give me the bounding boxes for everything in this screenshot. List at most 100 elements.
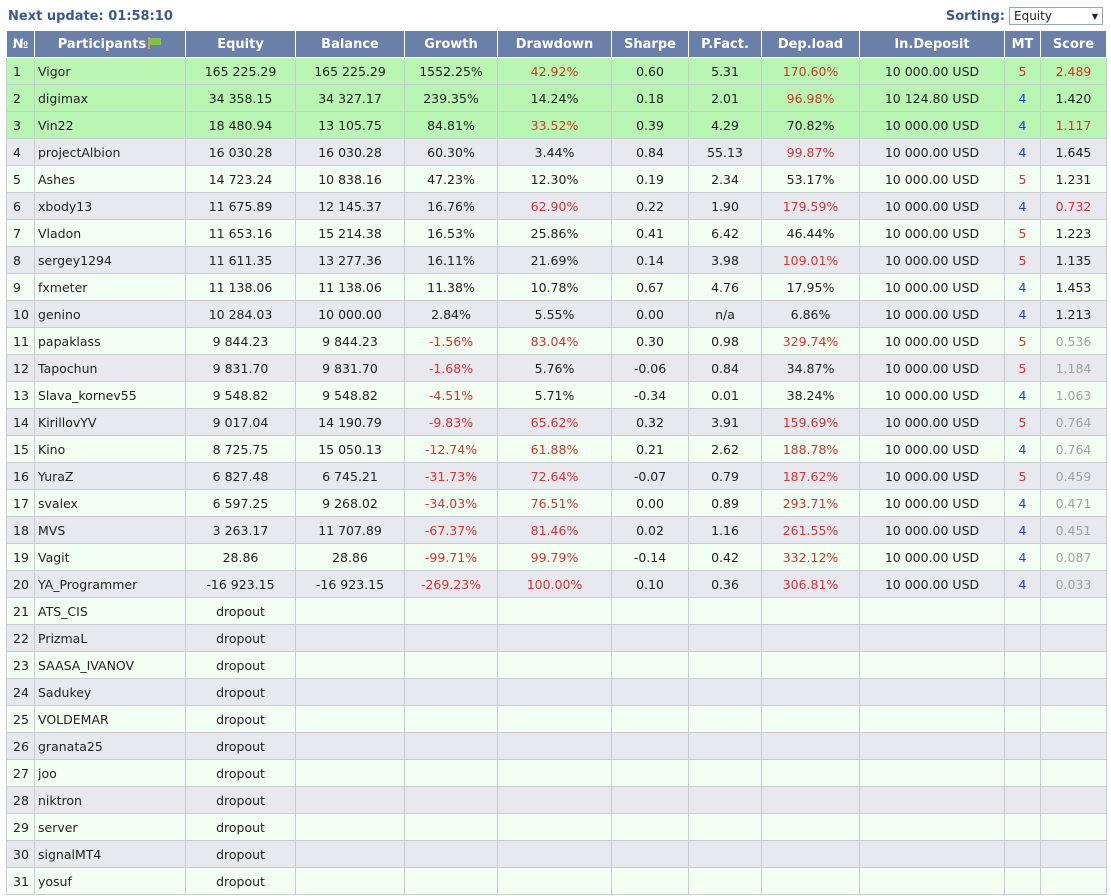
profit-factor-cell: 3.91 (688, 408, 762, 436)
participant-name[interactable]: joo (34, 759, 186, 787)
participant-name[interactable]: ATS_CIS (34, 597, 186, 625)
table-row[interactable]: 29 server dropout (6, 813, 1107, 841)
table-row[interactable]: 16 YuraZ 6 827.48 6 745.21 -31.73% 72.64% -0.0… (6, 462, 1107, 490)
column-header-sharpe[interactable]: Sharpe (611, 30, 689, 58)
table-row[interactable]: 9 fxmeter 11 138.06 11 138.06 11.38% 10.78% 0.… (6, 273, 1107, 301)
participant-name[interactable]: projectAlbion (34, 138, 186, 166)
table-row[interactable]: 2 digimax 34 358.15 34 327.17 239.35% 14.24% 0… (6, 84, 1107, 112)
column-header-equity[interactable]: Equity (185, 30, 296, 58)
table-row[interactable]: 24 Sadukey dropout (6, 678, 1107, 706)
table-row[interactable]: 4 projectAlbion 16 030.28 16 030.28 60.30% 3.… (6, 138, 1107, 166)
table-row[interactable]: 5 Ashes 14 723.24 10 838.16 47.23% 12.30% 0.19… (6, 165, 1107, 193)
table-row[interactable]: 11 papaklass 9 844.23 9 844.23 -1.56% 83.04% 0… (6, 327, 1107, 355)
table-row[interactable]: 13 Slava_kornev55 9 548.82 9 548.82 -4.51% 5.… (6, 381, 1107, 409)
table-row[interactable]: 14 KirillovYV 9 017.04 14 190.79 -9.83% 65.62… (6, 408, 1107, 436)
drawdown-cell (497, 624, 612, 652)
sharpe-cell: 0.14 (611, 246, 689, 274)
participant-name[interactable]: papaklass (34, 327, 186, 355)
column-header-mt[interactable]: MT (1004, 30, 1041, 58)
table-row[interactable]: 10 genino 10 284.03 10 000.00 2.84% 5.55% 0.00… (6, 300, 1107, 328)
participant-name[interactable]: MVS (34, 516, 186, 544)
table-row[interactable]: 7 Vladon 11 653.16 15 214.38 16.53% 25.86% 0.4… (6, 219, 1107, 247)
table-row[interactable]: 21 ATS_CIS dropout (6, 597, 1107, 625)
participant-name[interactable]: YuraZ (34, 462, 186, 490)
participant-name[interactable]: sergey1294 (34, 246, 186, 274)
participant-name[interactable]: Slava_kornev55 (34, 381, 186, 409)
participant-name[interactable]: VOLDEMAR (34, 705, 186, 733)
growth-cell (404, 867, 498, 895)
table-row[interactable]: 3 Vin22 18 480.94 13 105.75 84.81% 33.52% 0.39… (6, 111, 1107, 139)
participant-name[interactable]: Vladon (34, 219, 186, 247)
participant-name[interactable]: svalex (34, 489, 186, 517)
column-header-drawdown[interactable]: Drawdown (497, 30, 612, 58)
profit-factor-cell (688, 732, 762, 760)
participant-name[interactable]: KirillovYV (34, 408, 186, 436)
table-row[interactable]: 6 xbody13 11 675.89 12 145.37 16.76% 62.90% 0.… (6, 192, 1107, 220)
participant-name[interactable]: Ashes (34, 165, 186, 193)
drawdown-cell: 42.92% (497, 57, 612, 85)
mt-cell: 5 (1004, 57, 1041, 85)
participant-name[interactable]: niktron (34, 786, 186, 814)
equity-cell: 6 827.48 (185, 462, 296, 490)
rank-cell: 27 (6, 759, 35, 787)
sorting-select[interactable]: Equity ▼ (1009, 7, 1103, 25)
participant-name[interactable]: server (34, 813, 186, 841)
deposit-load-cell: 306.81% (761, 570, 860, 598)
initial-deposit-cell: 10 000.00 USD (859, 246, 1005, 274)
column-header-balance[interactable]: Balance (295, 30, 405, 58)
table-row[interactable]: 23 SAASA_IVANOV dropout (6, 651, 1107, 679)
table-row[interactable]: 8 sergey1294 11 611.35 13 277.36 16.11% 21.69… (6, 246, 1107, 274)
table-row[interactable]: 18 MVS 3 263.17 11 707.89 -67.37% 81.46% 0.02 1… (6, 516, 1107, 544)
column-header-profit-factor[interactable]: P.Fact. (688, 30, 762, 58)
table-row[interactable]: 15 Kino 8 725.75 15 050.13 -12.74% 61.88% 0.21… (6, 435, 1107, 463)
rank-cell: 5 (6, 165, 35, 193)
participant-name[interactable]: fxmeter (34, 273, 186, 301)
top-bar: Next update: 01:58:10 Sorting: Equity ▼ (0, 0, 1111, 30)
column-header-score[interactable]: Score (1040, 30, 1107, 58)
participant-name[interactable]: PrizmaL (34, 624, 186, 652)
deposit-load-cell: 261.55% (761, 516, 860, 544)
table-row[interactable]: 17 svalex 6 597.25 9 268.02 -34.03% 76.51% 0.0… (6, 489, 1107, 517)
table-row[interactable]: 27 joo dropout (6, 759, 1107, 787)
column-header-number[interactable]: № (6, 30, 35, 58)
table-row[interactable]: 19 Vagit 28.86 28.86 -99.71% 99.79% -0.14 0.42 3… (6, 543, 1107, 571)
column-header-initial-deposit[interactable]: In.Deposit (859, 30, 1005, 58)
equity-cell: 11 653.16 (185, 219, 296, 247)
participant-name[interactable]: signalMT4 (34, 840, 186, 868)
participant-name[interactable]: Vin22 (34, 111, 186, 139)
table-row[interactable]: 26 granata25 dropout (6, 732, 1107, 760)
table-row[interactable]: 20 YA_Programmer -16 923.15 -16 923.15 -269.… (6, 570, 1107, 598)
participant-name[interactable]: Tapochun (34, 354, 186, 382)
participant-name[interactable]: Vigor (34, 57, 186, 85)
participant-name[interactable]: xbody13 (34, 192, 186, 220)
growth-cell: -34.03% (404, 489, 498, 517)
column-header-growth[interactable]: Growth (404, 30, 498, 58)
column-header-deposit-load[interactable]: Dep.load (761, 30, 860, 58)
equity-cell: dropout (185, 678, 296, 706)
participant-name[interactable]: granata25 (34, 732, 186, 760)
table-row[interactable]: 22 PrizmaL dropout (6, 624, 1107, 652)
table-row[interactable]: 12 Tapochun 9 831.70 9 831.70 -1.68% 5.76% -0.… (6, 354, 1107, 382)
equity-cell: 14 723.24 (185, 165, 296, 193)
drawdown-cell: 10.78% (497, 273, 612, 301)
table-row[interactable]: 31 yosuf dropout (6, 867, 1107, 895)
participant-name[interactable]: genino (34, 300, 186, 328)
participant-name[interactable]: Sadukey (34, 678, 186, 706)
table-row[interactable]: 25 VOLDEMAR dropout (6, 705, 1107, 733)
drawdown-cell: 33.52% (497, 111, 612, 139)
deposit-load-cell (761, 597, 860, 625)
mt-cell: 4 (1004, 273, 1041, 301)
table-row[interactable]: 1 Vigor 165 225.29 165 225.29 1552.25% 42.92%… (6, 57, 1107, 85)
participant-name[interactable]: Vagit (34, 543, 186, 571)
table-row[interactable]: 30 signalMT4 dropout (6, 840, 1107, 868)
column-header-participants[interactable]: Participants (34, 30, 186, 58)
growth-cell (404, 759, 498, 787)
sorting-selected-value: Equity (1014, 9, 1052, 23)
participant-name[interactable]: yosuf (34, 867, 186, 895)
table-row[interactable]: 28 niktron dropout (6, 786, 1107, 814)
drawdown-cell: 81.46% (497, 516, 612, 544)
participant-name[interactable]: SAASA_IVANOV (34, 651, 186, 679)
participant-name[interactable]: Kino (34, 435, 186, 463)
participant-name[interactable]: digimax (34, 84, 186, 112)
participant-name[interactable]: YA_Programmer (34, 570, 186, 598)
